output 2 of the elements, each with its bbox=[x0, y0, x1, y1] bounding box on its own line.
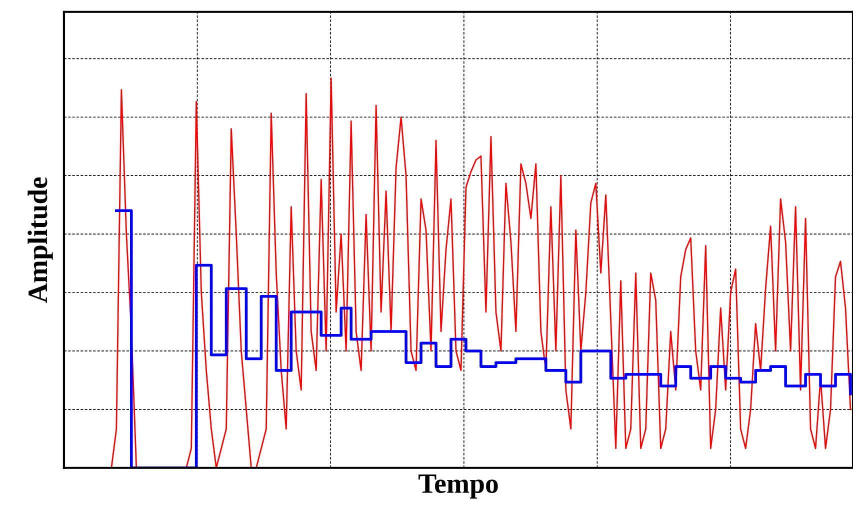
y-axis-title: Amplitude bbox=[28, 177, 53, 303]
x-axis-title: Tempo bbox=[418, 474, 498, 499]
